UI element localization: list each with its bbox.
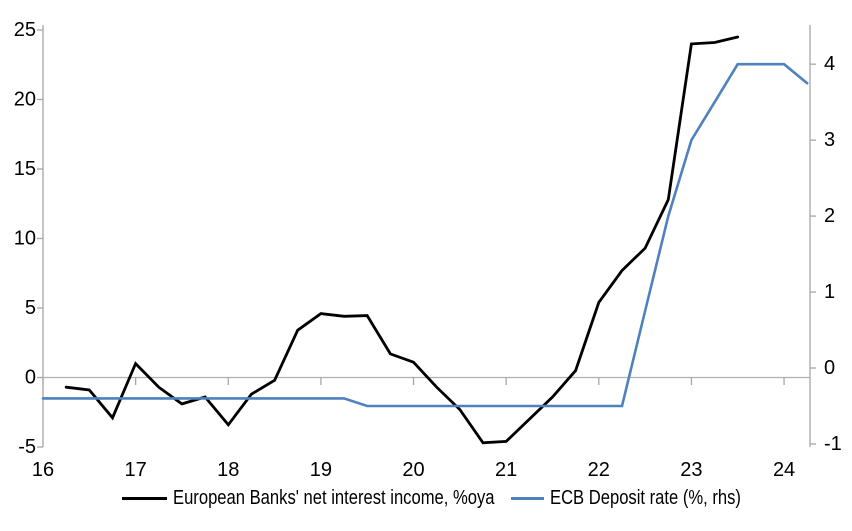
x-axis-tick-label: 22 bbox=[588, 459, 610, 481]
left-axis-tick-label: -5 bbox=[18, 436, 36, 458]
legend-label: European Banks' net interest income, %oy… bbox=[173, 487, 495, 509]
x-axis-tick-label: 18 bbox=[217, 459, 239, 481]
chart-legend: European Banks' net interest income, %oy… bbox=[0, 487, 852, 513]
x-axis-tick-label: 24 bbox=[773, 459, 795, 481]
x-axis-tick-label: 17 bbox=[125, 459, 147, 481]
x-axis-tick-label: 20 bbox=[402, 459, 424, 481]
right-axis-tick-label: 4 bbox=[824, 53, 835, 75]
x-axis-tick-label: 16 bbox=[32, 459, 54, 481]
right-axis-tick-label: -1 bbox=[824, 433, 842, 455]
left-axis-tick-label: 20 bbox=[14, 89, 36, 111]
x-axis-tick-label: 23 bbox=[680, 459, 702, 481]
left-axis-tick-label: 15 bbox=[14, 158, 36, 180]
legend-label: ECB Deposit rate (%, rhs) bbox=[550, 487, 741, 509]
legend-line-sample-black bbox=[122, 496, 167, 500]
x-axis: 16 17 18 19 20 21 22 23 24 bbox=[32, 377, 795, 481]
x-axis-tick-label: 19 bbox=[310, 459, 332, 481]
series-line-1 bbox=[41, 62, 809, 408]
right-axis-tick-label: 2 bbox=[824, 205, 835, 227]
left-axis: 25 20 15 10 5 0 -5 bbox=[14, 19, 44, 458]
left-axis-tick-label: 0 bbox=[25, 367, 36, 389]
right-axis: 4 3 2 1 0 -1 bbox=[809, 25, 842, 455]
right-axis-tick-label: 1 bbox=[824, 281, 835, 303]
left-axis-tick-label: 25 bbox=[14, 19, 36, 41]
legend-line-sample-blue bbox=[511, 496, 544, 500]
right-axis-tick-label: 3 bbox=[824, 129, 835, 151]
legend-item-ecb-deposit-rate: ECB Deposit rate (%, rhs) bbox=[511, 487, 780, 509]
series-line-0 bbox=[64, 35, 740, 445]
left-axis-tick-label: 10 bbox=[14, 228, 36, 250]
legend-item-net-interest-income: European Banks' net interest income, %oy… bbox=[122, 487, 560, 509]
right-axis-tick-label: 0 bbox=[824, 357, 835, 379]
left-axis-tick-label: 5 bbox=[25, 297, 36, 319]
x-axis-tick-label: 21 bbox=[495, 459, 517, 481]
